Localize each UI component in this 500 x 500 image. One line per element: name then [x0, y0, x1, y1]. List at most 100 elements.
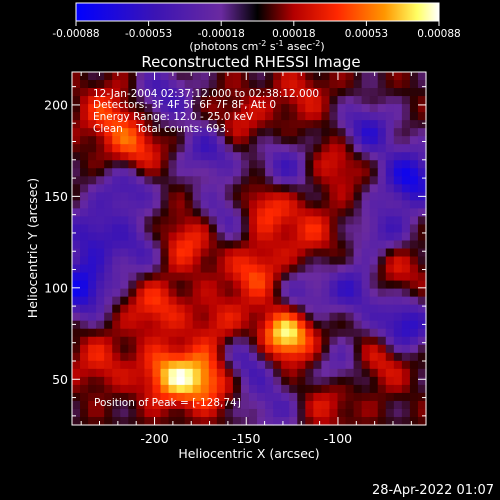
heatmap-cell — [168, 160, 178, 169]
heatmap-cell — [353, 176, 363, 185]
heatmap-cell — [297, 344, 306, 354]
heatmap-cell — [337, 296, 347, 306]
heatmap-cell — [401, 160, 411, 169]
heatmap-cell — [168, 368, 178, 378]
heatmap-cell — [281, 136, 290, 145]
heatmap-cell — [265, 320, 274, 330]
heatmap-cell — [232, 144, 242, 153]
heatmap-cell — [120, 336, 129, 346]
heatmap-cell — [72, 312, 81, 322]
heatmap-cell — [72, 248, 81, 258]
heatmap-cell — [136, 152, 146, 161]
heatmap-cell — [401, 120, 411, 129]
heatmap-cell — [128, 112, 137, 121]
heatmap-cell — [168, 264, 178, 274]
heatmap-cell — [136, 296, 146, 306]
heatmap-cell — [305, 368, 314, 378]
heatmap-cell — [168, 200, 178, 209]
heatmap-cell — [168, 376, 178, 386]
heatmap-cell — [152, 264, 162, 274]
heatmap-cell — [112, 112, 121, 121]
heatmap-cell — [96, 128, 105, 137]
heatmap-cell — [208, 232, 218, 242]
heatmap-cell — [417, 104, 427, 113]
heatmap-cell — [240, 336, 250, 346]
heatmap-cell — [144, 96, 154, 105]
heatmap-cell — [112, 264, 121, 274]
heatmap-cell — [417, 288, 427, 298]
heatmap-cell — [240, 320, 250, 330]
heatmap-cell — [104, 248, 113, 258]
x-tick-label: -150 — [232, 431, 260, 446]
heatmap-cell — [393, 200, 403, 209]
heatmap-cell — [168, 352, 178, 362]
heatmap-cell — [393, 112, 403, 121]
heatmap-cell — [224, 312, 234, 322]
heatmap-cell — [377, 80, 387, 89]
heatmap-cell — [385, 120, 395, 129]
heatmap-cell — [88, 392, 97, 402]
heatmap-cell — [249, 152, 258, 161]
heatmap-cell — [361, 96, 371, 105]
heatmap-cell — [281, 328, 290, 338]
heatmap-cell — [345, 392, 355, 402]
heatmap-cell — [104, 384, 113, 394]
heatmap-cell — [321, 104, 331, 113]
heatmap-cell — [273, 336, 282, 346]
annotations: 12-Jan-2004 02:37:12.000 to 02:38:12.000… — [93, 88, 319, 409]
heatmap-cell — [96, 168, 105, 177]
heatmap-cell — [337, 192, 347, 201]
heatmap-cell — [128, 232, 137, 242]
heatmap-cell — [88, 248, 97, 258]
heatmap-cell — [160, 144, 170, 153]
heatmap-cell — [160, 256, 170, 266]
heatmap-cell — [72, 120, 81, 129]
heatmap-cell — [120, 328, 129, 338]
heatmap-cell — [240, 368, 250, 378]
heatmap-cell — [104, 352, 113, 362]
heatmap-cell — [329, 280, 339, 290]
heatmap-cell — [297, 280, 306, 290]
heatmap-cell — [224, 176, 234, 185]
heatmap-cell — [96, 360, 105, 370]
heatmap-cell — [208, 144, 218, 153]
heatmap-cell — [224, 80, 234, 89]
heatmap-cell — [120, 192, 129, 201]
heatmap-cell — [88, 376, 97, 386]
heatmap-cell — [385, 384, 395, 394]
heatmap-cell — [297, 200, 306, 209]
heatmap-cell — [297, 208, 306, 218]
heatmap-cell — [249, 160, 258, 169]
heatmap-cell — [200, 120, 210, 129]
heatmap-cell — [224, 392, 234, 402]
heatmap-cell — [152, 96, 162, 105]
heatmap-cell — [96, 232, 105, 242]
heatmap-cell — [281, 128, 290, 137]
heatmap-cell — [104, 280, 113, 290]
heatmap-cell — [184, 176, 194, 185]
heatmap-cell — [305, 224, 314, 234]
heatmap-cell — [224, 304, 234, 314]
heatmap-cell — [249, 320, 258, 330]
heatmap-cell — [369, 304, 379, 314]
heatmap-cell — [385, 96, 395, 105]
heatmap-cell — [329, 152, 339, 161]
heatmap-cell — [249, 184, 258, 193]
heatmap-cell — [409, 232, 419, 242]
heatmap-cell — [297, 232, 306, 242]
heatmap-cell — [289, 232, 298, 242]
heatmap-cell — [305, 152, 314, 161]
heatmap-cell — [112, 232, 121, 242]
heatmap-cell — [152, 176, 162, 185]
heatmap-cell — [281, 232, 290, 242]
heatmap-cell — [297, 112, 306, 121]
heatmap-cell — [409, 80, 419, 89]
heatmap-cell — [176, 400, 186, 410]
heatmap-cell — [112, 256, 121, 266]
heatmap-cell — [305, 280, 314, 290]
heatmap-cell — [224, 368, 234, 378]
heatmap-cell — [297, 368, 306, 378]
heatmap-cell — [321, 152, 331, 161]
heatmap-cell — [104, 184, 113, 193]
